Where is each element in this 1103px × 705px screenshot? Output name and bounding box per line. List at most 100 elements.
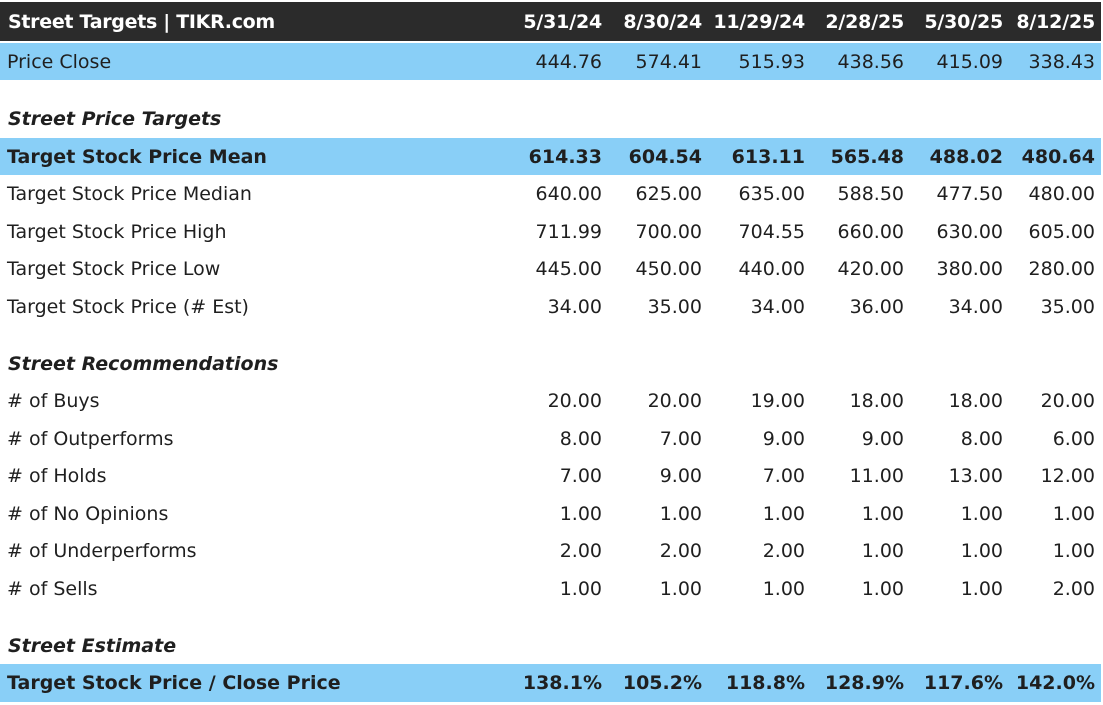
cell-value: 565.48 bbox=[830, 145, 904, 168]
cell-value: 704.55 bbox=[738, 220, 805, 243]
cell-value: 438.56 bbox=[837, 50, 904, 73]
table-row-target-est: Target Stock Price (# Est) 34.00 35.00 3… bbox=[0, 288, 1101, 325]
row-label: # of Outperforms bbox=[7, 427, 174, 450]
table-row-sells: # of Sells 1.00 1.00 1.00 1.00 1.00 2.00 bbox=[0, 570, 1101, 607]
cell-value: 20.00 bbox=[1040, 389, 1095, 412]
cell-value: 604.54 bbox=[628, 145, 702, 168]
row-label: # of Holds bbox=[7, 464, 107, 487]
cell-value: 6.00 bbox=[1052, 427, 1095, 450]
cell-value: 450.00 bbox=[635, 257, 702, 280]
cell-value: 480.64 bbox=[1021, 145, 1095, 168]
cell-value: 20.00 bbox=[547, 389, 602, 412]
table-row-no-opinions: # of No Opinions 1.00 1.00 1.00 1.00 1.0… bbox=[0, 495, 1101, 532]
table-header-row: Street Targets | TIKR.com 5/31/24 8/30/2… bbox=[0, 2, 1101, 41]
cell-value: 574.41 bbox=[635, 50, 702, 73]
cell-value: 1.00 bbox=[762, 577, 805, 600]
cell-value: 1.00 bbox=[1052, 502, 1095, 525]
section-title: Street Estimate bbox=[8, 634, 177, 657]
row-label: Target Stock Price Mean bbox=[7, 145, 267, 168]
date-column-header: 8/30/24 bbox=[623, 10, 702, 33]
cell-value: 1.00 bbox=[861, 502, 904, 525]
cell-value: 11.00 bbox=[849, 464, 904, 487]
cell-value: 36.00 bbox=[849, 295, 904, 318]
date-column-header: 11/29/24 bbox=[713, 10, 805, 33]
cell-value: 488.02 bbox=[929, 145, 1003, 168]
table-row-target-low: Target Stock Price Low 445.00 450.00 440… bbox=[0, 250, 1101, 287]
section-title: Street Price Targets bbox=[8, 107, 222, 130]
cell-value: 138.1% bbox=[522, 672, 602, 694]
table-row-holds: # of Holds 7.00 9.00 7.00 11.00 13.00 12… bbox=[0, 457, 1101, 494]
cell-value: 7.00 bbox=[559, 464, 602, 487]
cell-value: 2.00 bbox=[762, 539, 805, 562]
table-row-target-mean: Target Stock Price Mean 614.33 604.54 61… bbox=[0, 138, 1101, 175]
cell-value: 380.00 bbox=[936, 257, 1003, 280]
price-close-row: Price Close 444.76 574.41 515.93 438.56 … bbox=[0, 43, 1101, 80]
table-row-outperforms: # of Outperforms 8.00 7.00 9.00 9.00 8.0… bbox=[0, 420, 1101, 457]
table-title: Street Targets | TIKR.com bbox=[8, 10, 275, 33]
cell-value: 480.00 bbox=[1028, 182, 1095, 205]
row-label: Target Stock Price Low bbox=[7, 257, 221, 280]
cell-value: 444.76 bbox=[535, 50, 602, 73]
cell-value: 35.00 bbox=[647, 295, 702, 318]
row-label: Target Stock Price Median bbox=[7, 182, 252, 205]
cell-value: 630.00 bbox=[936, 220, 1003, 243]
cell-value: 117.6% bbox=[923, 672, 1003, 694]
cell-value: 9.00 bbox=[659, 464, 702, 487]
cell-value: 445.00 bbox=[535, 257, 602, 280]
cell-value: 13.00 bbox=[948, 464, 1003, 487]
cell-value: 605.00 bbox=[1028, 220, 1095, 243]
cell-value: 660.00 bbox=[837, 220, 904, 243]
cell-value: 9.00 bbox=[861, 427, 904, 450]
row-label: # of Buys bbox=[7, 389, 100, 412]
cell-value: 2.00 bbox=[1052, 577, 1095, 600]
cell-value: 588.50 bbox=[837, 182, 904, 205]
date-column-header: 5/31/24 bbox=[523, 10, 602, 33]
cell-value: 415.09 bbox=[936, 50, 1003, 73]
row-label: # of No Opinions bbox=[7, 502, 169, 525]
date-column-header: 5/30/25 bbox=[924, 10, 1003, 33]
cell-value: 118.8% bbox=[725, 672, 805, 694]
cell-value: 2.00 bbox=[559, 539, 602, 562]
cell-value: 8.00 bbox=[960, 427, 1003, 450]
table-row-target-median: Target Stock Price Median 640.00 625.00 … bbox=[0, 175, 1101, 212]
cell-value: 1.00 bbox=[659, 502, 702, 525]
cell-value: 18.00 bbox=[948, 389, 1003, 412]
row-label: Target Stock Price High bbox=[7, 220, 227, 243]
cell-value: 7.00 bbox=[659, 427, 702, 450]
cell-value: 34.00 bbox=[547, 295, 602, 318]
section-header-estimate: Street Estimate bbox=[0, 627, 1101, 664]
table-row-target-high: Target Stock Price High 711.99 700.00 70… bbox=[0, 213, 1101, 250]
cell-value: 625.00 bbox=[635, 182, 702, 205]
cell-value: 34.00 bbox=[750, 295, 805, 318]
cell-value: 8.00 bbox=[559, 427, 602, 450]
cell-value: 1.00 bbox=[861, 577, 904, 600]
cell-value: 420.00 bbox=[837, 257, 904, 280]
cell-value: 700.00 bbox=[635, 220, 702, 243]
cell-value: 20.00 bbox=[647, 389, 702, 412]
cell-value: 613.11 bbox=[731, 145, 805, 168]
cell-value: 338.43 bbox=[1028, 50, 1095, 73]
cell-value: 635.00 bbox=[738, 182, 805, 205]
date-column-header: 8/12/25 bbox=[1016, 10, 1095, 33]
cell-value: 1.00 bbox=[960, 577, 1003, 600]
cell-value: 1.00 bbox=[1052, 539, 1095, 562]
cell-value: 2.00 bbox=[659, 539, 702, 562]
cell-value: 1.00 bbox=[559, 502, 602, 525]
cell-value: 12.00 bbox=[1040, 464, 1095, 487]
section-header-price-targets: Street Price Targets bbox=[0, 100, 1101, 137]
cell-value: 128.9% bbox=[824, 672, 904, 694]
cell-value: 1.00 bbox=[861, 539, 904, 562]
cell-value: 18.00 bbox=[849, 389, 904, 412]
cell-value: 1.00 bbox=[559, 577, 602, 600]
cell-value: 440.00 bbox=[738, 257, 805, 280]
table-row-underperforms: # of Underperforms 2.00 2.00 2.00 1.00 1… bbox=[0, 532, 1101, 569]
section-title: Street Recommendations bbox=[8, 352, 279, 375]
row-label: Target Stock Price (# Est) bbox=[7, 295, 249, 318]
cell-value: 35.00 bbox=[1040, 295, 1095, 318]
cell-value: 9.00 bbox=[762, 427, 805, 450]
row-label: Price Close bbox=[7, 50, 112, 73]
row-label: # of Sells bbox=[7, 577, 98, 600]
cell-value: 34.00 bbox=[948, 295, 1003, 318]
cell-value: 515.93 bbox=[738, 50, 805, 73]
